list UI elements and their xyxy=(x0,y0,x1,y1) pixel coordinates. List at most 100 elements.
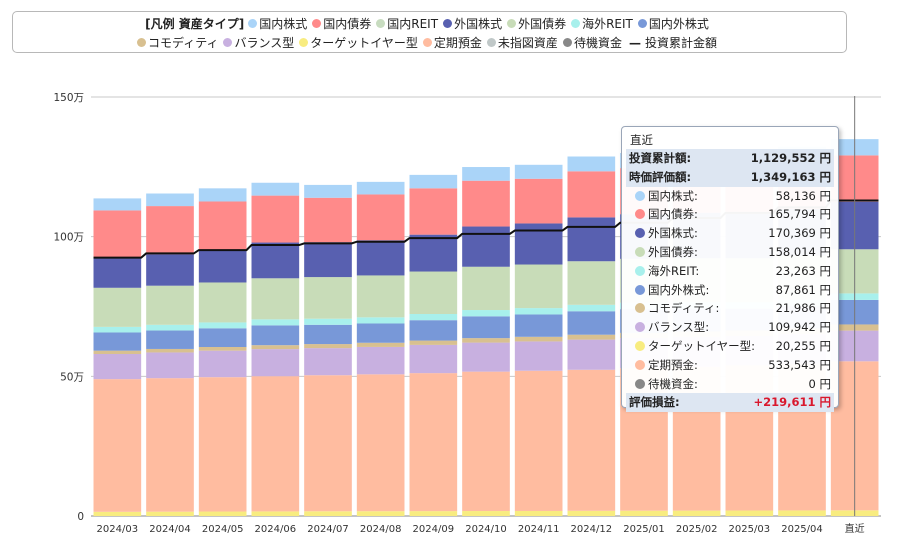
line-dash-icon: — xyxy=(628,35,641,50)
bar-segment xyxy=(251,511,300,516)
bar-segment xyxy=(356,346,405,375)
bar-segment xyxy=(93,258,142,288)
legend-item-commodity[interactable]: コモディティ xyxy=(137,34,218,51)
tooltip-row-label: 外国債券: xyxy=(648,244,698,259)
legend-row-2: コモディティ バランス型 ターゲットイヤー型 定期預金 未指図資産 待機資金 —… xyxy=(13,34,846,51)
bar-segment xyxy=(514,510,563,516)
legend-item-target-year[interactable]: ターゲットイヤー型 xyxy=(299,34,418,51)
x-tick-label: 2024/07 xyxy=(307,524,349,535)
tooltip-row-value: 158,014 円 xyxy=(768,244,831,259)
y-tick-label: 150万 xyxy=(53,92,84,104)
bar-segment xyxy=(462,266,510,311)
bar-segment xyxy=(567,171,616,218)
legend-label: 定期預金 xyxy=(433,36,482,50)
bar-segment xyxy=(251,319,300,326)
tooltip-row-label: 国内外株式: xyxy=(648,282,710,297)
legend: [凡例 資産タイプ] 国内株式 国内債券 国内REIT 外国株式 外国債券 海外… xyxy=(12,11,847,53)
bar-segment xyxy=(514,264,563,309)
bar-segment xyxy=(93,287,142,327)
legend-item-domestic-stock[interactable]: 国内株式 xyxy=(248,15,307,32)
bar-segment xyxy=(462,226,510,267)
legend-dot-icon xyxy=(422,38,432,47)
legend-dot-icon xyxy=(486,38,496,47)
bar-segment xyxy=(146,378,194,512)
legend-label: バランス型 xyxy=(234,36,295,50)
tooltip-title: 直近 xyxy=(630,133,653,147)
tooltip-row: 国内債券: 165,794 円 xyxy=(626,205,834,224)
legend-item-foreign-stock[interactable]: 外国株式 xyxy=(443,15,502,32)
bar-segment xyxy=(409,313,458,321)
bar-segment xyxy=(672,510,721,516)
bar-segment xyxy=(198,322,247,329)
y-tick-label: 50万 xyxy=(60,371,84,383)
bar-segment xyxy=(304,511,352,516)
bar-segment xyxy=(514,314,563,337)
legend-dot-icon xyxy=(376,19,386,28)
bar-segment xyxy=(146,348,194,353)
tooltip-profit-row: 評価損益: +219,611 円 xyxy=(626,393,834,413)
bar-segment xyxy=(409,373,458,512)
bar-segment xyxy=(567,369,616,511)
x-tick-label: 2025/02 xyxy=(676,524,718,535)
bar-segment xyxy=(304,375,352,512)
bar-segment xyxy=(198,250,247,283)
legend-dot-icon xyxy=(637,19,647,28)
bar-segment xyxy=(514,178,563,224)
bar-segment xyxy=(198,377,247,512)
bar-segment xyxy=(146,511,194,516)
legend-item-invested-total[interactable]: — 投資累計金額 xyxy=(627,34,717,51)
bar-segment xyxy=(93,198,142,211)
legend-label: 国内株式 xyxy=(259,17,308,31)
tooltip-row-label: 定期預金: xyxy=(648,357,698,372)
bar-segment xyxy=(567,304,616,312)
tooltip-row-label: バランス型: xyxy=(648,320,710,335)
bar-segment xyxy=(251,349,300,377)
bar-segment xyxy=(146,285,194,325)
bar-segment xyxy=(462,342,510,372)
legend-dot-icon xyxy=(571,19,581,28)
x-tick-label: 2024/05 xyxy=(202,524,244,535)
tooltip-invested-value: 1,129,552 円 xyxy=(750,151,831,165)
legend-item-unallocated[interactable]: 未指図資産 xyxy=(486,34,558,51)
series-dot-icon xyxy=(635,246,645,257)
bar-segment xyxy=(93,332,142,351)
legend-item-domestic-bond[interactable]: 国内債券 xyxy=(312,15,371,32)
legend-item-standby-cash[interactable]: 待機資金 xyxy=(562,34,622,51)
series-dot-icon xyxy=(635,209,645,220)
tooltip-row: 外国債券: 158,014 円 xyxy=(626,243,834,262)
series-dot-icon xyxy=(635,378,645,389)
tooltip-row: 外国株式: 170,369 円 xyxy=(626,224,834,243)
legend-item-overseas-reit[interactable]: 海外REIT xyxy=(571,15,633,32)
tooltip-row: バランス型: 109,942 円 xyxy=(626,318,834,337)
x-tick-label: 2024/09 xyxy=(413,524,455,535)
bar-segment xyxy=(356,275,405,318)
legend-item-balanced[interactable]: バランス型 xyxy=(223,34,294,51)
legend-item-global-stock[interactable]: 国内外株式 xyxy=(637,15,709,32)
legend-item-time-deposit[interactable]: 定期預金 xyxy=(422,34,482,51)
legend-label: ターゲットイヤー型 xyxy=(310,36,418,50)
bar-segment xyxy=(356,323,405,343)
bar-segment xyxy=(409,188,458,235)
legend-dot-icon xyxy=(248,19,258,28)
tooltip-profit-value: +219,611 円 xyxy=(753,395,831,410)
tooltip-row-label: コモディティ: xyxy=(648,301,720,316)
bar-segment xyxy=(304,242,352,278)
y-tick-label: 0 xyxy=(77,511,84,523)
legend-label: 外国株式 xyxy=(454,17,503,31)
bar-segment xyxy=(514,336,563,342)
legend-dot-icon xyxy=(443,19,453,28)
bar-segment xyxy=(514,370,563,511)
tooltip-row-label: 国内株式: xyxy=(648,188,698,203)
bar-segment xyxy=(93,350,142,354)
x-tick-label: 2024/03 xyxy=(97,524,139,535)
legend-item-foreign-bond[interactable]: 外国債券 xyxy=(507,15,566,32)
legend-title: [凡例 資産タイプ] xyxy=(145,17,245,31)
bar-segment xyxy=(146,330,194,349)
bar-segment xyxy=(462,167,510,181)
bar-segment xyxy=(462,310,510,317)
tooltip-profit-label: 評価損益: xyxy=(629,395,680,410)
bar-segment xyxy=(251,242,300,279)
legend-item-domestic-reit[interactable]: 国内REIT xyxy=(376,15,438,32)
tooltip-row-label: 海外REIT: xyxy=(648,263,700,278)
bar-segment xyxy=(304,324,352,345)
